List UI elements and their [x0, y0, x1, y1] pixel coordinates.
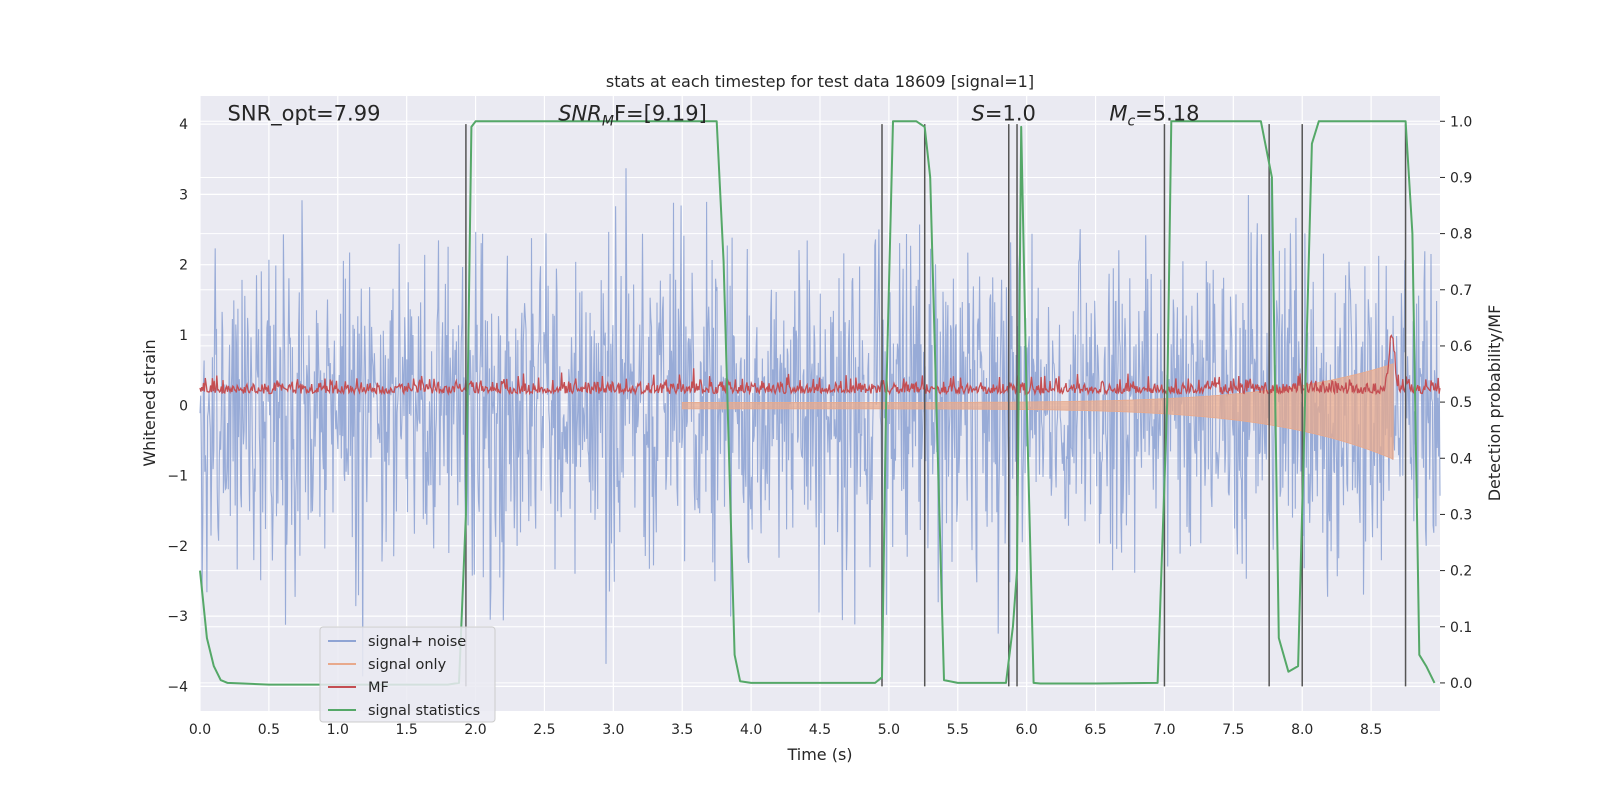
- annotations: SNR_opt=7.99 SNRMF=[9.19] S=1.0 Mc=5.18: [228, 102, 1200, 130]
- x-axis-label: Time (s): [786, 745, 852, 764]
- legend-label: signal+ noise: [368, 634, 466, 650]
- y-tick-label-left: 4: [179, 117, 188, 133]
- annotation-main: M: [1109, 102, 1127, 126]
- y-tick-label-right: 0.0: [1450, 676, 1472, 692]
- x-tick-label: 2.0: [464, 722, 486, 738]
- y-axis-left-ticks: −4 −3 −2 −1 0 1 2 3 4: [167, 117, 188, 695]
- x-tick-label: 7.0: [1153, 722, 1175, 738]
- annotation-sub: c: [1127, 114, 1135, 130]
- y-tick-label-right: 0.5: [1450, 395, 1472, 411]
- signal-statistics-line: [199, 120, 1436, 686]
- signal-noise-line: [199, 168, 1441, 677]
- x-tick-label: 0.0: [189, 722, 211, 738]
- y-tick-label-right: 0.3: [1450, 507, 1472, 523]
- y-tick-label-left: 3: [179, 187, 188, 203]
- noise-series: [199, 168, 1441, 677]
- annotation-rest: =1.0: [985, 102, 1036, 126]
- x-tick-label: 2.5: [533, 722, 555, 738]
- y-tick-label-right: 0.2: [1450, 564, 1472, 580]
- y-tick-label-left: −3: [167, 609, 188, 625]
- y-tick-label-right: 0.9: [1450, 170, 1472, 186]
- y-tick-label-right: 0.7: [1450, 283, 1472, 299]
- annotation-3: Mc=5.18: [1109, 102, 1199, 130]
- y-tick-label-left: 0: [179, 398, 188, 414]
- y-axis-right-ticks: 0.0 0.1 0.2 0.3 0.4 0.5 0.6 0.7 0.8 0.9 1.0: [1440, 114, 1472, 692]
- signal-statistics-series: [199, 120, 1436, 686]
- legend-box: [319, 626, 496, 723]
- x-tick-label: 3.5: [671, 722, 693, 738]
- y-tick-label-left: −2: [167, 539, 188, 555]
- y-tick-label-left: 2: [179, 258, 188, 274]
- y-tick-label-left: −4: [167, 679, 188, 695]
- annotation-sub: M: [602, 114, 614, 130]
- y-axis-right-label: Detection probability/MF: [1485, 305, 1504, 502]
- annotation-2: S=1.0: [972, 102, 1036, 126]
- y-tick-label-left: 1: [179, 328, 188, 344]
- x-tick-label: 6.5: [1084, 722, 1106, 738]
- y-tick-label-right: 0.8: [1450, 227, 1472, 243]
- x-tick-label: 3.0: [602, 722, 624, 738]
- legend-label: signal only: [368, 657, 447, 673]
- y-tick-label-right: 0.1: [1450, 620, 1472, 636]
- annotation-0: SNR_opt=7.99: [228, 102, 381, 127]
- signal-only-series: [681, 363, 1394, 460]
- y-tick-label-left: −1: [167, 469, 188, 485]
- mf-series: [199, 334, 1441, 396]
- x-tick-label: 8.0: [1291, 722, 1313, 738]
- y-tick-label-right: 1.0: [1450, 114, 1472, 130]
- x-tick-label: 4.5: [809, 722, 831, 738]
- mf-line: [199, 334, 1441, 396]
- x-tick-label: 5.0: [878, 722, 900, 738]
- x-tick-label: 5.5: [947, 722, 969, 738]
- y-tick-label-right: 0.6: [1450, 339, 1472, 355]
- y-axis-left-label: Whitened strain: [140, 339, 159, 466]
- x-tick-label: 1.5: [396, 722, 418, 738]
- x-tick-label: 6.0: [1016, 722, 1038, 738]
- x-tick-label: 7.5: [1222, 722, 1244, 738]
- annotation-rest: =5.18: [1135, 102, 1199, 126]
- y-tick-label-right: 0.4: [1450, 451, 1472, 467]
- legend-label: signal statistics: [368, 703, 480, 719]
- x-tick-label: 0.5: [258, 722, 280, 738]
- annotation-main: SNR: [558, 102, 602, 126]
- annotation-1: SNRMF=[9.19]: [558, 102, 707, 130]
- annotation-main: S: [972, 102, 985, 126]
- x-axis-ticks: 0.0 0.5 1.0 1.5 2.0 2.5 3.0 3.5 4.0 4.5 5.0 5.5 6.0 6…: [189, 722, 1382, 738]
- legend: signal+ noise signal only MF signal statist…: [319, 626, 496, 723]
- chart-title: stats at each timestep for test data 186…: [606, 72, 1034, 91]
- x-tick-label: 4.0: [740, 722, 762, 738]
- detection-lines: [465, 124, 1407, 687]
- legend-label: MF: [368, 680, 389, 696]
- x-tick-label: 8.5: [1360, 722, 1382, 738]
- signal-only-envelope: [681, 363, 1394, 460]
- x-tick-label: 1.0: [327, 722, 349, 738]
- annotation-rest: F=[9.19]: [614, 102, 707, 126]
